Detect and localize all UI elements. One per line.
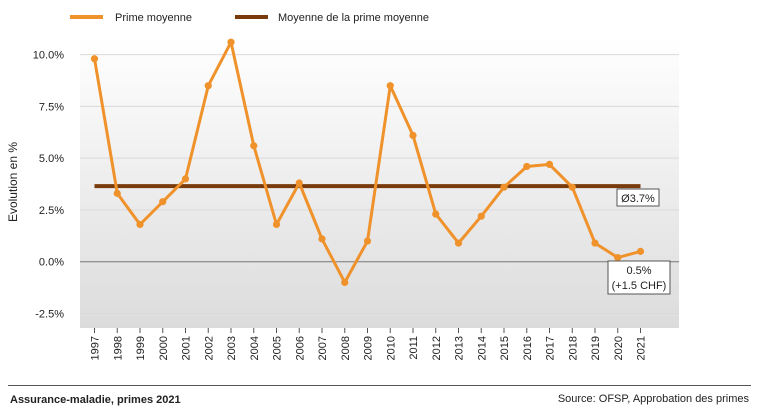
data-points xyxy=(90,38,645,287)
x-tick-label: 2008 xyxy=(340,336,352,360)
data-point-2018 xyxy=(568,183,576,191)
data-point-2006 xyxy=(295,179,303,187)
data-point-1999 xyxy=(136,220,144,229)
footer-title: Assurance-maladie, primes 2021 xyxy=(10,394,181,406)
average-annotation: Ø3.7% xyxy=(616,188,660,207)
data-point-2017 xyxy=(545,160,554,168)
y-tick-label: 0.0% xyxy=(39,257,64,269)
data-point-2015 xyxy=(500,183,508,191)
data-point-2021 xyxy=(636,247,645,255)
y-axis-ticks: -2.5% 0.0% 2.5% 5.0% 7.5% 10.0% xyxy=(33,50,64,321)
data-point-2001 xyxy=(181,175,190,183)
y-tick-label: -2.5% xyxy=(35,309,64,321)
y-tick-label: 2.5% xyxy=(39,205,64,217)
x-tick-label: 2013 xyxy=(454,336,466,360)
x-tick-label: 2015 xyxy=(499,336,511,360)
legend-label-average: Moyenne de la prime moyenne xyxy=(278,12,429,24)
data-point-2005 xyxy=(272,220,281,229)
x-tick-label: 2002 xyxy=(203,336,215,360)
x-tick-label: 2014 xyxy=(476,336,488,360)
legend-label-prime-moyenne: Prime moyenne xyxy=(115,12,192,24)
data-point-2010 xyxy=(386,82,394,90)
data-point-2011 xyxy=(409,131,417,140)
footer-source: Source: OFSP, Approbation des primes xyxy=(557,393,749,405)
y-axis-label: Evolution en % xyxy=(6,142,20,222)
data-point-2013 xyxy=(454,239,463,247)
data-point-2000 xyxy=(159,198,167,206)
data-point-2012 xyxy=(432,210,440,218)
last-value-annotation-box xyxy=(607,260,671,295)
x-tick-label: 2021 xyxy=(636,336,648,360)
average-annotation-text: Ø3.7% xyxy=(621,193,655,205)
last-value-annotation: 0.5% (+1.5 CHF) xyxy=(607,260,671,295)
legend: Prime moyenne Moyenne de la prime moyenn… xyxy=(70,12,429,24)
footer-divider xyxy=(8,385,751,386)
x-tick-label: 2006 xyxy=(294,336,306,360)
x-tick-label: 2009 xyxy=(363,336,375,360)
last-value-annotation-value: 0.5% xyxy=(626,265,651,277)
average-annotation-box xyxy=(616,188,660,207)
x-tick-label: 2001 xyxy=(181,336,193,360)
x-tick-label: 2017 xyxy=(545,336,557,360)
x-tick-label: 2004 xyxy=(249,336,261,360)
x-tick-label: 2003 xyxy=(226,336,238,360)
x-tick-label: 2010 xyxy=(385,336,397,360)
x-tick-label: 1999 xyxy=(135,336,147,360)
y-tick-label: 7.5% xyxy=(39,101,64,113)
x-tick-label: 2012 xyxy=(431,336,443,360)
plot-area xyxy=(80,36,679,328)
data-point-1998 xyxy=(113,189,121,197)
x-tick-label: 2000 xyxy=(158,336,170,360)
data-point-2019 xyxy=(591,239,599,247)
data-point-2002 xyxy=(204,82,212,90)
data-point-2004 xyxy=(250,142,258,150)
x-tick-label: 2007 xyxy=(317,336,329,360)
data-point-1997 xyxy=(90,55,99,63)
last-value-annotation-delta: (+1.5 CHF) xyxy=(612,280,667,292)
data-point-2016 xyxy=(523,162,531,171)
x-tick-label: 2005 xyxy=(272,336,284,360)
x-tick-label: 1997 xyxy=(90,336,102,360)
data-point-2007 xyxy=(318,235,326,243)
x-tick-label: 2011 xyxy=(408,336,420,360)
y-tick-label: 10.0% xyxy=(33,50,64,62)
data-point-2003 xyxy=(227,38,235,46)
data-point-2008 xyxy=(341,278,349,287)
x-tick-label: 2018 xyxy=(567,336,579,360)
x-tick-label: 2016 xyxy=(522,336,534,360)
x-axis-ticks: 1997 1998 1999 2000 2001 2002 2003 2004 2005 2006… xyxy=(90,328,648,360)
y-tick-label: 5.0% xyxy=(39,153,64,165)
x-tick-label: 1998 xyxy=(112,336,124,360)
line-chart: -2.5% 0.0% 2.5% 5.0% 7.5% 10.0% 1997 1998 1999 2… xyxy=(6,12,679,360)
x-tick-label: 2020 xyxy=(613,336,625,360)
data-point-2020 xyxy=(614,253,622,262)
data-point-2009 xyxy=(363,237,372,245)
data-point-2014 xyxy=(477,212,485,220)
x-tick-label: 2019 xyxy=(590,336,602,360)
